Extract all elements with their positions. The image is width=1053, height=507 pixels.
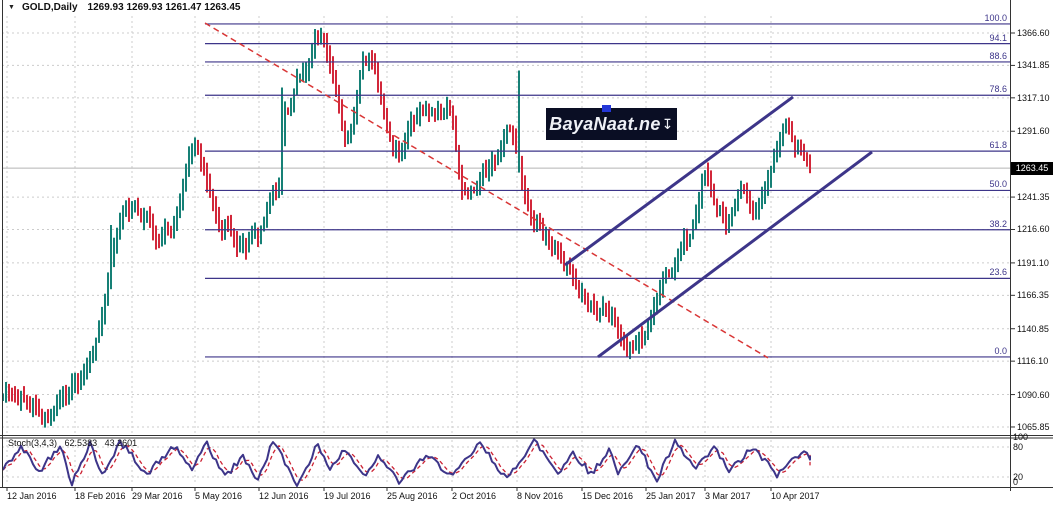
fib-level-label: 0.0: [994, 345, 1007, 356]
stoch-axis-label: 100: [1013, 432, 1029, 442]
watermark: BayaNaat.ne ↧: [546, 105, 677, 140]
price-axis-label: 1317.10: [1017, 92, 1050, 103]
time-axis[interactable]: 12 Jan 2016 18 Feb 2016 29 Mar 2016 5 May 2…: [0, 487, 1053, 507]
price-axis-label: 1366.60: [1017, 27, 1050, 38]
chart-title: ▼ GOLD,Daily 1269.93 1269.93 1261.47 126…: [8, 2, 240, 13]
time-axis-label: 2 Oct 2016: [452, 491, 497, 501]
price-axis-label: 1090.60: [1017, 389, 1050, 400]
stoch-main-value: 62.5383: [64, 438, 98, 448]
watermark-cursor-icon: ↧: [661, 115, 674, 132]
price-axis-label: 1341.85: [1017, 60, 1050, 71]
fib-level-label: 94.1: [989, 32, 1007, 43]
price-axis[interactable]: 1366.60 1341.85 1317.10 1291.60 1241.35 1216.…: [1011, 0, 1053, 491]
price-axis-label: 1065.85: [1017, 421, 1050, 432]
fib-level-label: 38.2: [989, 218, 1007, 229]
fib-level-label: 23.6: [989, 267, 1007, 278]
fib-level-label: 78.6: [989, 84, 1007, 95]
price-axis-label: 1216.60: [1017, 224, 1050, 235]
stoch-axis-label: 80: [1013, 442, 1024, 452]
time-axis-label: 12 Jan 2016: [7, 491, 57, 501]
time-axis-label: 15 Dec 2016: [582, 491, 634, 501]
time-axis-label: 18 Feb 2016: [75, 491, 126, 501]
price-axis-label: 1291.60: [1017, 126, 1050, 137]
watermark-cursor-square-icon: [602, 105, 611, 112]
price-axis-label: 1191.10: [1017, 257, 1049, 268]
price-axis-label: 1241.35: [1017, 192, 1050, 203]
watermark-text: BayaNaat.ne: [549, 113, 661, 134]
fib-level-label: 50.0: [989, 179, 1007, 190]
time-axis-label: 10 Apr 2017: [771, 491, 820, 501]
time-axis-label: 19 Jul 2016: [324, 491, 371, 501]
current-price-tag: 1263.45: [1011, 162, 1053, 175]
time-axis-label: 8 Nov 2016: [517, 491, 564, 501]
stoch-axis-label: 0: [1013, 477, 1019, 487]
time-axis-label: 3 Mar 2017: [705, 491, 751, 501]
stoch-name: Stoch(3,4,3): [8, 438, 58, 448]
time-axis-label: 25 Aug 2016: [387, 491, 438, 501]
time-axis-label: 5 May 2016: [195, 491, 243, 501]
fib-level-label: 100.0: [984, 12, 1007, 23]
price-axis-label: 1116.10: [1017, 356, 1049, 367]
time-axis-label: 29 Mar 2016: [132, 491, 183, 501]
symbol-timeframe-label: GOLD,Daily: [21, 2, 78, 13]
stoch-axis-label: 20: [1013, 472, 1024, 482]
price-axis-label: 1166.35: [1017, 290, 1049, 301]
time-axis-label: 25 Jan 2017: [646, 491, 696, 501]
stoch-signal-value: 43.2601: [104, 438, 138, 448]
fib-level-label: 88.6: [989, 50, 1007, 61]
stoch-indicator-label: Stoch(3,4,3) 62.5383 43.2601: [8, 438, 142, 448]
fib-level-label: 61.8: [989, 140, 1007, 151]
ohlc-values: 1269.93 1269.93 1261.47 1263.45: [87, 2, 241, 13]
dropdown-arrow-icon[interactable]: ▼: [8, 4, 15, 11]
price-axis-label: 1140.85: [1017, 323, 1049, 334]
time-axis-label: 12 Jun 2016: [259, 491, 309, 501]
